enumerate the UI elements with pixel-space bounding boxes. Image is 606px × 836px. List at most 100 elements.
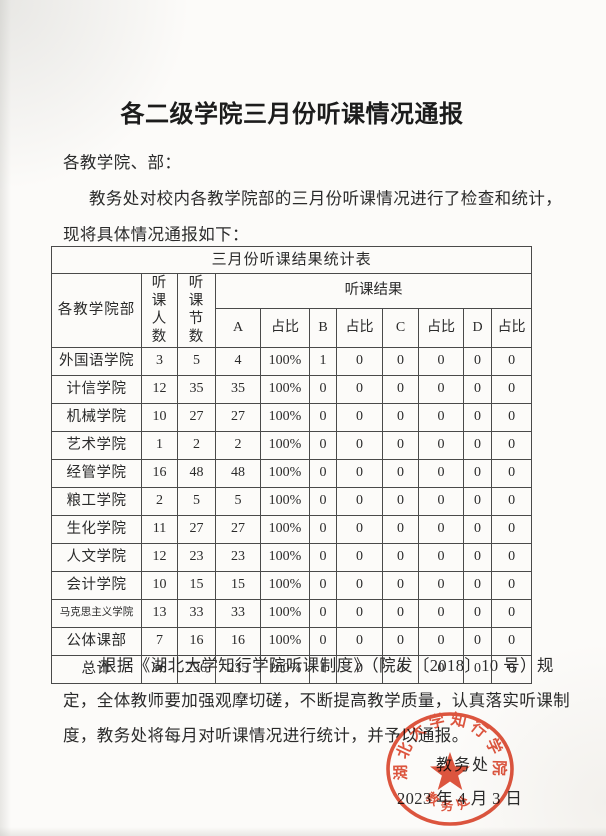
col-header-result-group: 听课结果 [214, 272, 533, 310]
table-title: 三月份听课结果统计表 [50, 246, 533, 274]
value-cell: 0 [463, 514, 492, 544]
value-cell: 0 [463, 486, 492, 516]
value-cell: 5 [177, 346, 216, 376]
value-cell: 0 [418, 346, 464, 376]
value-cell: 0 [418, 458, 464, 488]
value-cell: 0 [382, 598, 419, 628]
closing-line-3: 度，教务处将每月对听课情况进行统计，并予以通报。 [63, 726, 469, 745]
table-row: 机械学院 10 27 27 100% 0 0 0 0 0 0 [51, 402, 533, 432]
value-cell: 35 [215, 374, 261, 404]
value-cell: 0 [336, 346, 383, 376]
table-row: 经管学院 16 48 48 100% 0 0 0 0 0 0 [51, 458, 533, 488]
value-cell: 0 [382, 570, 419, 600]
value-cell: 0 [309, 374, 337, 404]
table-header-row-2: A 占比 B 占比 C 占比 D 占比 [52, 308, 533, 348]
col-header-c: C [382, 308, 419, 348]
value-cell: 27 [215, 514, 261, 544]
value-cell: 33 [177, 598, 216, 628]
value-cell: 23 [177, 542, 216, 572]
value-cell: 0 [309, 486, 337, 516]
value-cell: 0 [418, 486, 464, 516]
department-cell: 总计 [51, 654, 142, 684]
value-cell: 4 [215, 346, 261, 376]
value-cell: 0 [418, 542, 464, 572]
value-cell: 0 [382, 430, 419, 460]
department-cell: 会计学院 [51, 570, 142, 600]
value-cell: 0 [490, 514, 533, 544]
col-header-d: D [463, 308, 492, 348]
department-cell: 人文学院 [51, 542, 142, 572]
table-row: 会计学院 10 15 15 100% 0 0 0 0 0 0 [51, 570, 533, 600]
value-cell: 0 [463, 374, 492, 404]
value-cell: 27 [177, 402, 216, 432]
value-cell: 0 [490, 458, 533, 488]
value-cell: 2 [177, 430, 216, 460]
value-cell: 0 [336, 374, 383, 404]
value-cell: 0 [418, 514, 464, 544]
col-header-b-ratio: 占比 [336, 308, 383, 348]
closing-line-2: 定，全体教师要加强观摩切磋，不断提高教学质量，认真落实听课制 [63, 691, 570, 710]
value-cell: 0 [309, 598, 337, 628]
table-row: 生化学院 11 27 27 100% 0 0 0 0 0 0 [51, 514, 533, 544]
value-cell: 0 [336, 458, 383, 488]
value-cell: 0 [336, 402, 383, 432]
value-cell: 11 [141, 514, 178, 544]
value-cell: 0 [336, 486, 383, 516]
department-cell: 外国语学院 [51, 346, 142, 376]
seal-dept-text: 教务处 [423, 788, 477, 813]
table-row: 人文学院 12 23 23 100% 0 0 0 0 0 0 [51, 542, 533, 572]
value-cell: 0 [418, 598, 464, 628]
department-cell: 机械学院 [51, 402, 142, 432]
value-cell: 0 [382, 486, 419, 516]
value-cell: 2 [215, 430, 261, 460]
col-header-sessions: 听课节数 [177, 273, 216, 348]
value-cell: 0 [309, 402, 337, 432]
value-cell: 0 [382, 402, 419, 432]
value-cell: 0 [463, 542, 492, 572]
value-cell: 0 [490, 654, 533, 684]
value-cell: 0 [418, 430, 464, 460]
value-cell: 0 [490, 374, 533, 404]
col-header-a-ratio: 占比 [260, 308, 310, 348]
value-cell: 100% [260, 542, 310, 572]
value-cell: 0 [382, 626, 419, 656]
value-cell: 100% [260, 570, 310, 600]
stats-table: 三月份听课结果统计表 各教学院部 听课人数 听课节数 听课结果 A 占比 B 占… [50, 246, 533, 684]
star-icon [430, 752, 470, 790]
seal-ring [386, 712, 514, 826]
value-cell: 16 [141, 458, 178, 488]
department-cell: 计信学院 [51, 374, 142, 404]
value-cell: 235 [215, 654, 261, 684]
department-cell: 公体课部 [51, 626, 142, 656]
table-row: 马克思主义学院 13 33 33 100% 0 0 0 0 0 0 [51, 598, 533, 628]
value-cell: 33 [215, 598, 261, 628]
value-cell: 0 [309, 514, 337, 544]
value-cell: 0 [309, 430, 337, 460]
value-cell: 100% [260, 514, 310, 544]
department-cell: 艺术学院 [51, 430, 142, 460]
col-header-b: B [309, 308, 337, 348]
value-cell: 0 [490, 570, 533, 600]
table-header-row-1: 各教学院部 听课人数 听课节数 听课结果 [51, 272, 533, 348]
value-cell: 0 [490, 430, 533, 460]
department-cell: 生化学院 [51, 514, 142, 544]
table-body: 外国语学院 3 5 4 100% 1 0 0 0 0 0 计信学院 12 35 35 100% 0 0 0 0 0 0 机械… [51, 346, 533, 684]
value-cell: 10 [141, 570, 178, 600]
value-cell: 0 [463, 598, 492, 628]
value-cell: 0 [418, 654, 464, 684]
value-cell: 100% [260, 402, 310, 432]
table-row: 外国语学院 3 5 4 100% 1 0 0 0 0 0 [51, 346, 533, 376]
page-title: 各二级学院三月份听课情况通报 [120, 102, 464, 128]
value-cell: 96 [141, 654, 178, 684]
value-cell: 35 [177, 374, 216, 404]
table-row: 计信学院 12 35 35 100% 0 0 0 0 0 0 [51, 374, 533, 404]
signature-date: 2023 年 4 月 3 日 [397, 789, 523, 808]
value-cell: 0 [382, 542, 419, 572]
value-cell: 0 [490, 542, 533, 572]
value-cell: 0 [418, 402, 464, 432]
value-cell: 15 [177, 570, 216, 600]
value-cell: 16 [177, 626, 216, 656]
value-cell: 0 [490, 346, 533, 376]
table-row: 艺术学院 1 2 2 100% 0 0 0 0 0 0 [51, 430, 533, 460]
